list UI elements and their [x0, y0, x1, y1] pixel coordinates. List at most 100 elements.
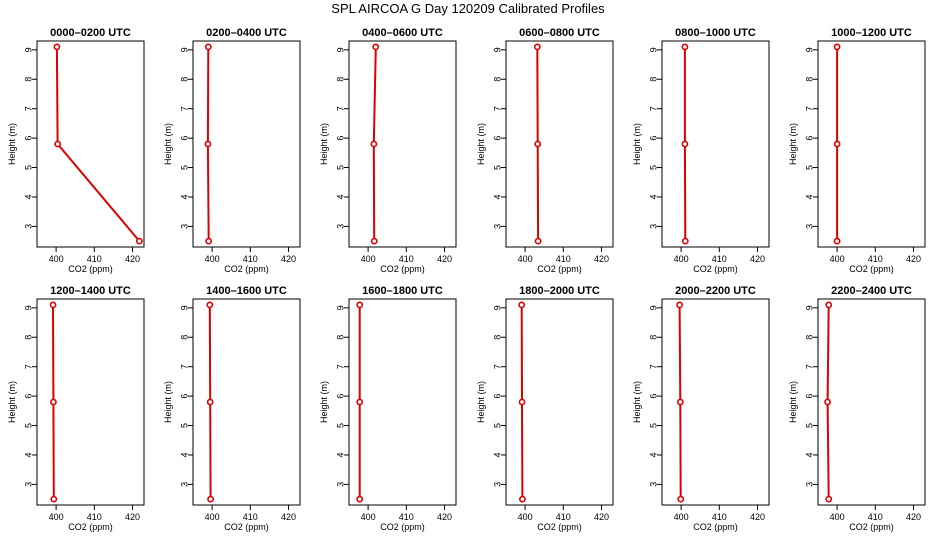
profile-point — [824, 398, 831, 406]
y-tick-label: 5 — [492, 165, 502, 170]
panel-7: 1200–1400 UTC 400 410 420 3 4 5 6 7 8 9 CO2 (ppm) He… — [7, 285, 145, 532]
panel-title: 1000–1200 UTC — [831, 27, 912, 39]
y-tick-label: 5 — [648, 423, 658, 428]
y-tick-label: 8 — [23, 77, 33, 82]
x-tick-label: 410 — [399, 254, 414, 264]
profile-point — [205, 237, 213, 245]
x-tick-label: 420 — [125, 512, 140, 522]
y-tick-label: 5 — [335, 423, 345, 428]
profile-point — [681, 43, 689, 51]
y-tick-label: 9 — [335, 47, 345, 52]
y-tick-label: 9 — [492, 47, 502, 52]
profile-point — [50, 398, 57, 406]
profile-point — [136, 237, 143, 245]
x-tick-label: 410 — [868, 512, 883, 522]
y-tick-label: 5 — [179, 423, 189, 428]
profile-point — [534, 140, 542, 148]
x-axis-label: CO2 (ppm) — [68, 522, 113, 532]
panel-6: 1000–1200 UTC 400 410 420 3 4 5 6 7 8 9 CO2 (ppm) He… — [788, 27, 926, 274]
y-tick-label: 7 — [492, 364, 502, 369]
x-axis-label: CO2 (ppm) — [380, 264, 425, 274]
plot-frame — [817, 40, 926, 248]
y-tick-label: 3 — [804, 482, 814, 487]
panel-1: 0000–0200 UTC 400 410 420 3 4 5 6 7 8 9 CO2 (ppm) He… — [7, 27, 145, 274]
y-tick-label: 6 — [492, 394, 502, 399]
profile-point — [533, 43, 541, 51]
plot-frame — [505, 40, 614, 248]
profile-point — [204, 43, 212, 51]
panel-12: 2200–2400 UTC 400 410 420 3 4 5 6 7 8 9 CO2 (ppm) He… — [788, 285, 926, 532]
plot-frame — [348, 40, 457, 248]
y-axis-label: Height (m) — [163, 123, 173, 165]
y-tick-label: 3 — [492, 224, 502, 229]
y-tick-label: 3 — [648, 224, 658, 229]
profile-point — [676, 398, 684, 406]
x-axis-label: CO2 (ppm) — [849, 522, 894, 532]
panel-title: 0400–0600 UTC — [362, 27, 443, 39]
x-axis-label: CO2 (ppm) — [224, 264, 269, 274]
y-tick-label: 3 — [179, 224, 189, 229]
y-tick-label: 6 — [648, 136, 658, 141]
y-tick-label: 6 — [179, 394, 189, 399]
plot-frame — [192, 40, 301, 248]
y-tick-label: 6 — [23, 394, 33, 399]
y-tick-label: 5 — [23, 423, 33, 428]
x-tick-label: 410 — [399, 512, 414, 522]
y-tick-label: 3 — [335, 224, 345, 229]
profile-point — [534, 237, 542, 245]
y-tick-label: 8 — [648, 335, 658, 340]
profile-point — [207, 495, 214, 503]
y-tick-label: 7 — [335, 106, 345, 111]
profile-point — [519, 495, 526, 503]
y-axis-label: Height (m) — [632, 381, 642, 423]
profile-point — [50, 495, 58, 503]
y-tick-label: 9 — [335, 305, 345, 310]
y-tick-label: 5 — [335, 165, 345, 170]
plot-frame — [36, 298, 145, 506]
y-tick-label: 6 — [648, 394, 658, 399]
profile-point — [825, 495, 833, 503]
panel-title: 0800–1000 UTC — [675, 27, 756, 39]
y-tick-label: 4 — [804, 194, 814, 199]
y-tick-label: 5 — [804, 423, 814, 428]
figure-title: SPL AIRCOA G Day 120209 Calibrated Profi… — [331, 1, 605, 16]
x-tick-label: 400 — [205, 512, 220, 522]
y-tick-label: 3 — [335, 482, 345, 487]
y-tick-label: 3 — [492, 482, 502, 487]
x-tick-label: 400 — [518, 254, 533, 264]
x-tick-label: 400 — [49, 254, 64, 264]
x-axis-label: CO2 (ppm) — [537, 522, 582, 532]
y-tick-label: 9 — [179, 47, 189, 52]
x-tick-label: 420 — [906, 254, 921, 264]
x-tick-label: 410 — [243, 512, 258, 522]
x-tick-label: 420 — [906, 512, 921, 522]
profile-point — [54, 140, 62, 148]
profile-point — [206, 301, 214, 309]
x-tick-label: 400 — [361, 254, 376, 264]
x-axis-label: CO2 (ppm) — [849, 264, 894, 274]
y-tick-label: 7 — [179, 364, 189, 369]
profile-point — [518, 398, 526, 406]
y-tick-label: 9 — [804, 47, 814, 52]
y-axis-label: Height (m) — [788, 123, 798, 165]
y-tick-label: 8 — [23, 335, 33, 340]
y-tick-label: 4 — [335, 452, 345, 457]
x-tick-label: 420 — [281, 512, 296, 522]
y-tick-label: 4 — [179, 194, 189, 199]
y-tick-label: 7 — [648, 364, 658, 369]
y-tick-label: 6 — [23, 136, 33, 141]
x-tick-label: 420 — [125, 254, 140, 264]
profile-point — [356, 398, 364, 406]
panel-title: 2200–2400 UTC — [831, 285, 912, 297]
profile-point — [356, 301, 364, 309]
x-tick-label: 400 — [830, 512, 845, 522]
y-tick-label: 8 — [335, 335, 345, 340]
x-tick-label: 420 — [594, 254, 609, 264]
profile-point — [370, 237, 378, 245]
profile-point — [677, 495, 685, 503]
profile-point — [370, 140, 378, 148]
y-tick-label: 9 — [23, 47, 33, 52]
y-tick-label: 8 — [179, 335, 189, 340]
x-axis-label: CO2 (ppm) — [537, 264, 582, 274]
